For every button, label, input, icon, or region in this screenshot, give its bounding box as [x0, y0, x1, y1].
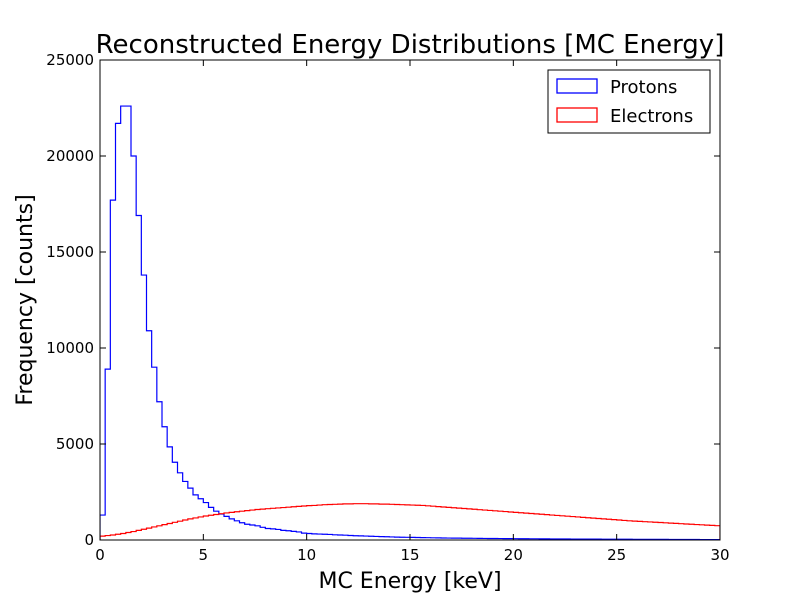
legend-label-electrons: Electrons — [610, 106, 693, 127]
x-tick-label: 10 — [297, 546, 316, 564]
chart-title: Reconstructed Energy Distributions [MC E… — [96, 30, 725, 60]
y-tick-label: 10000 — [46, 339, 94, 357]
x-tick-label: 30 — [710, 546, 729, 564]
y-tick-label: 20000 — [46, 147, 94, 165]
legend-label-protons: Protons — [610, 77, 677, 98]
y-axis: 0 5000 10000 15000 20000 25000 — [46, 51, 720, 549]
x-tick-label: 15 — [400, 546, 419, 564]
y-tick-label: 0 — [84, 531, 94, 549]
y-axis-label: Frequency [counts] — [13, 194, 38, 405]
histogram-series-electrons — [100, 503, 720, 540]
x-axis-label: MC Energy [keV] — [318, 569, 501, 594]
legend-swatch-protons — [556, 78, 598, 94]
y-tick-label: 25000 — [46, 51, 94, 69]
x-tick-label: 20 — [504, 546, 523, 564]
x-tick-label: 0 — [95, 546, 105, 564]
x-axis: 0 5 10 15 20 25 30 — [95, 60, 730, 564]
y-tick-label: 5000 — [56, 435, 94, 453]
x-tick-label: 5 — [199, 546, 209, 564]
legend-swatch-electrons — [556, 107, 598, 123]
x-tick-label: 25 — [607, 546, 626, 564]
legend: Protons Electrons — [547, 69, 711, 134]
y-tick-label: 15000 — [46, 243, 94, 261]
